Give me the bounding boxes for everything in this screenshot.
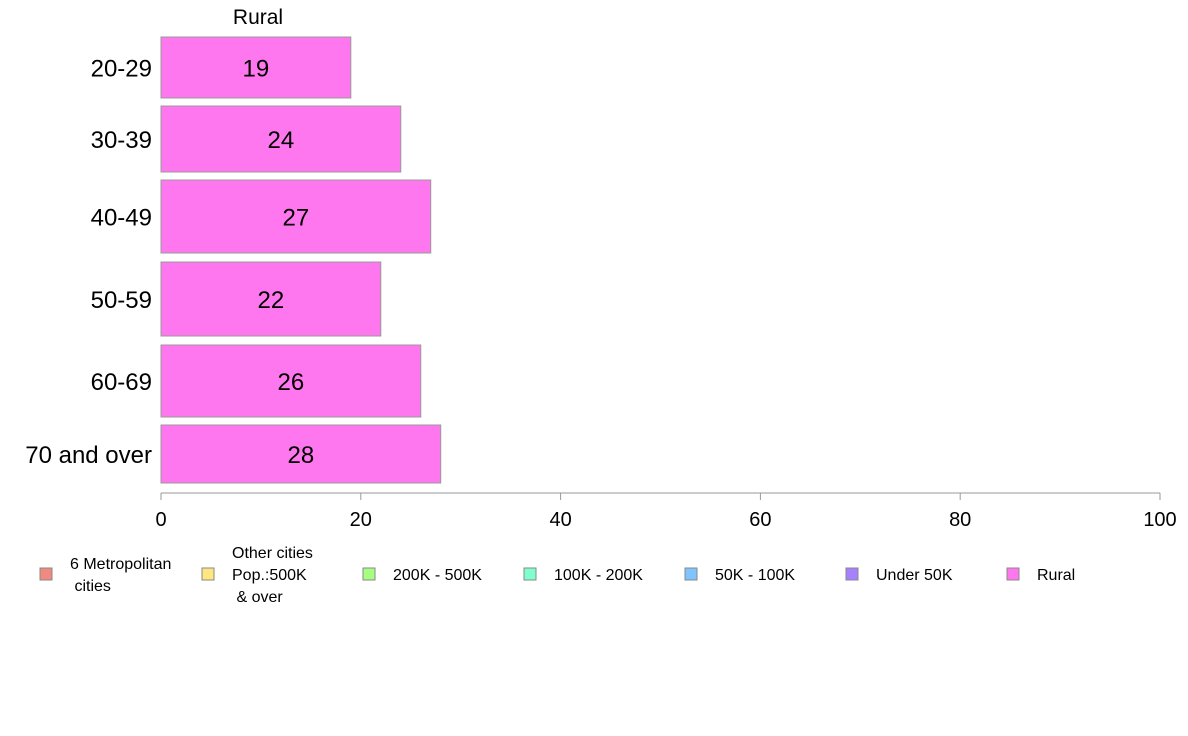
bars-layer: 20-29 19 30-39 24 40-49 27 50-59 22 60-69 26 70 an… — [25, 36, 442, 484]
bar-30-39 — [160, 105, 402, 173]
bar-40-49 — [160, 179, 432, 254]
x-tick-label: 100 — [1143, 509, 1176, 531]
category-label: 30-39 — [91, 127, 152, 154]
legend: 6 Metropolitan cities Other cities Pop.:50… — [39, 545, 1075, 606]
legend-label: 100K - 200K — [554, 567, 643, 584]
x-axis: 0 20 40 60 80 100 — [155, 492, 1177, 531]
x-tick-label: 40 — [549, 509, 571, 531]
value-label: 26 — [278, 369, 305, 396]
category-label: 50-59 — [91, 287, 152, 314]
legend-label: Pop.:500K — [232, 567, 307, 584]
category-label: 60-69 — [91, 369, 152, 396]
legend-label: Rural — [1037, 567, 1075, 584]
category-label: 70 and over — [25, 442, 152, 469]
legend-label: 50K - 100K — [715, 567, 795, 584]
category-label: 40-49 — [91, 205, 152, 232]
legend-item: Other cities Pop.:500K & over — [201, 545, 313, 606]
legend-label: 200K - 500K — [393, 567, 482, 584]
legend-swatch — [362, 567, 376, 581]
x-tick-label: 20 — [350, 509, 372, 531]
x-tick-label: 80 — [949, 509, 971, 531]
legend-swatch — [1006, 567, 1020, 581]
legend-swatch — [523, 567, 537, 581]
x-tick-label: 60 — [749, 509, 771, 531]
legend-item: Rural — [1006, 567, 1075, 584]
bar-20-29 — [160, 36, 352, 99]
category-label: 20-29 — [91, 56, 152, 83]
legend-swatch — [845, 567, 859, 581]
legend-item: 6 Metropolitan cities — [39, 556, 171, 595]
value-label: 27 — [283, 205, 310, 232]
legend-item: 50K - 100K — [684, 567, 795, 584]
bar-60-69 — [160, 344, 422, 418]
value-label: 19 — [243, 56, 270, 83]
legend-item: Under 50K — [845, 567, 953, 584]
bar-50-59 — [160, 261, 382, 337]
legend-item: 200K - 500K — [362, 567, 482, 584]
legend-label: 6 Metropolitan — [70, 556, 171, 573]
value-label: 24 — [268, 127, 295, 154]
legend-item: 100K - 200K — [523, 567, 643, 584]
legend-label: Other cities — [232, 545, 313, 562]
legend-swatch — [201, 567, 215, 581]
legend-label: & over — [232, 589, 283, 606]
value-label: 28 — [288, 442, 315, 469]
value-label: 22 — [258, 287, 285, 314]
legend-label: Under 50K — [876, 567, 953, 584]
x-tick-label: 0 — [155, 509, 166, 531]
chart-title: Rural — [233, 6, 283, 29]
bar-70-and-over — [160, 424, 442, 484]
legend-swatch — [684, 567, 698, 581]
legend-swatch — [39, 567, 53, 581]
legend-label: cities — [70, 578, 111, 595]
